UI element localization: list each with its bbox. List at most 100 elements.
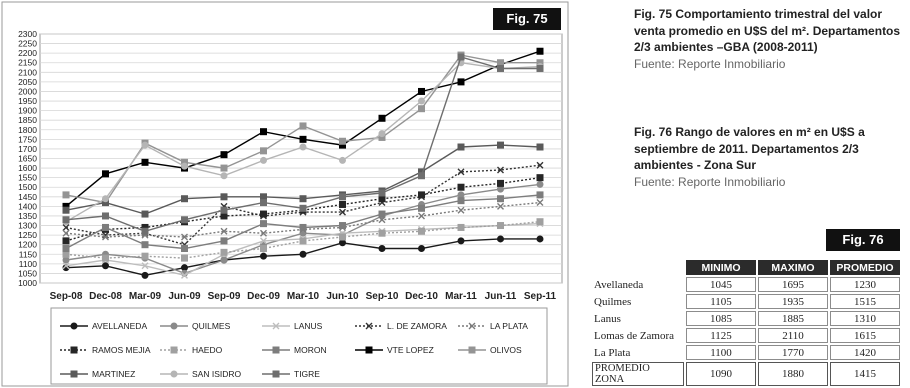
data-point (339, 239, 346, 247)
row-min: 1105 (686, 294, 756, 309)
data-point (102, 223, 109, 231)
y-tick-label: 1500 (18, 182, 37, 192)
data-point (220, 212, 228, 220)
data-point (141, 262, 149, 270)
data-point (62, 262, 70, 270)
data-point (457, 183, 465, 191)
data-point (536, 161, 544, 169)
data-point (418, 204, 425, 212)
y-tick-label: 1650 (18, 154, 37, 164)
data-point (260, 193, 267, 201)
data-point (536, 64, 544, 72)
data-point (260, 245, 267, 253)
row-avg: 1615 (830, 328, 900, 343)
data-point (102, 170, 109, 178)
legend-marker (70, 346, 78, 354)
x-tick-label: Mar-11 (445, 291, 477, 302)
data-point (299, 237, 307, 245)
data-point (141, 227, 149, 235)
legend-marker (365, 322, 373, 330)
y-tick-label: 1900 (18, 106, 37, 116)
legend-label: LANUS (294, 321, 323, 331)
data-point (102, 212, 109, 220)
data-point (260, 210, 267, 218)
data-point (299, 122, 307, 130)
y-tick-label: 2000 (18, 86, 37, 96)
x-tick-label: Sep-10 (366, 291, 399, 302)
data-point (62, 229, 70, 237)
data-point (378, 195, 386, 203)
legend-label: QUILMES (192, 321, 231, 331)
legend-label: LA PLATA (490, 321, 528, 331)
fig76-caption: Fig. 76 Rango de valores en m² en U$S a … (634, 124, 906, 190)
data-point (220, 248, 228, 256)
legend-marker (272, 346, 280, 354)
data-point (299, 195, 307, 203)
data-point (418, 212, 425, 220)
data-point (378, 189, 386, 197)
legend-label: TIGRE (294, 369, 320, 379)
x-tick-label: Jun-09 (168, 291, 201, 302)
data-point (181, 195, 188, 203)
x-tick-label: Dec-10 (405, 291, 438, 302)
table-header-blank (592, 260, 684, 275)
y-tick-label: 1850 (18, 115, 37, 125)
data-point (418, 87, 425, 95)
data-point (378, 210, 386, 218)
row-min: 1100 (686, 345, 756, 360)
data-point (62, 216, 70, 224)
data-point (260, 237, 267, 245)
legend-box (50, 307, 548, 385)
data-point (536, 143, 544, 151)
row-avg: 1420 (830, 345, 900, 360)
data-point (536, 174, 544, 182)
header-maximo: MAXIMO (758, 260, 828, 275)
data-point (141, 252, 149, 260)
fig76-caption-source: Fuente: Reporte Inmobiliario (634, 174, 786, 189)
data-point (418, 227, 425, 235)
price-trend-chart: 1000105011001150120012501300135014001450… (1, 1, 569, 387)
legend-label: MORON (294, 345, 327, 355)
data-point (181, 233, 188, 241)
y-tick-label: 1250 (18, 230, 37, 240)
data-point (457, 237, 465, 245)
price-range-table: MINIMO MAXIMO PROMEDIO Avellaneda 1045 1… (590, 258, 902, 388)
data-point (299, 250, 307, 258)
data-point (220, 227, 228, 235)
data-point (378, 130, 386, 138)
data-point (339, 193, 346, 201)
row-max: 2110 (758, 328, 828, 343)
data-point (62, 191, 70, 199)
data-point (418, 105, 425, 113)
data-point (102, 233, 109, 241)
total-max: 1880 (758, 362, 828, 386)
data-point (497, 185, 504, 193)
table-row: La Plata 1100 1770 1420 (592, 345, 900, 360)
table-row: Avellaneda 1045 1695 1230 (592, 277, 900, 292)
x-tick-label: Mar-10 (287, 291, 320, 302)
x-tick-label: Dec-08 (89, 291, 122, 302)
total-min: 1090 (686, 362, 756, 386)
data-point (260, 220, 267, 228)
data-point (62, 237, 70, 245)
data-point (536, 218, 544, 226)
data-point (260, 199, 267, 207)
x-tick-label: Sep-08 (50, 291, 83, 302)
data-point (457, 143, 465, 151)
data-point (457, 197, 465, 205)
x-tick-label: Mar-09 (129, 291, 162, 302)
data-point (181, 162, 188, 170)
data-point (457, 191, 465, 199)
data-point (378, 245, 386, 253)
legend-label: RAMOS MEJIA (92, 345, 151, 355)
data-point (260, 147, 267, 155)
data-point (536, 180, 544, 188)
row-min: 1045 (686, 277, 756, 292)
data-point (220, 237, 228, 245)
legend-label: L. DE ZAMORA (387, 321, 447, 331)
data-point (536, 191, 544, 199)
y-tick-label: 1400 (18, 201, 37, 211)
row-min: 1085 (686, 311, 756, 326)
data-point (339, 200, 346, 208)
data-point (497, 59, 504, 67)
